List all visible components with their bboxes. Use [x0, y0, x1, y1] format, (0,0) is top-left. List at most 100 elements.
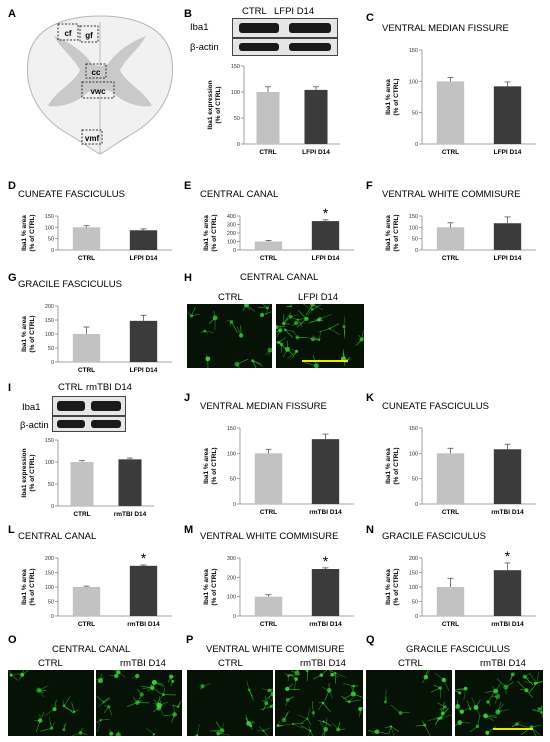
microglia-process	[291, 351, 297, 358]
y-tick-label: 0	[51, 248, 54, 254]
y-tick-label: 100	[409, 585, 418, 591]
microglia-process	[312, 335, 320, 341]
microglia-process	[497, 709, 503, 713]
spinal-cord-diagram: cf gf cc vwc vmf	[27, 15, 173, 155]
y-tick-label: 100	[227, 595, 236, 601]
microglia-process	[496, 678, 507, 688]
microglia-process	[443, 679, 450, 691]
microglia-process	[261, 688, 270, 691]
microglia-process	[270, 689, 273, 695]
microglia-process	[287, 688, 300, 691]
microglia-process	[136, 694, 143, 705]
microglia-process	[63, 705, 75, 714]
micrograph-texture	[96, 670, 182, 736]
microglia-process	[342, 352, 344, 359]
x-tick-label: rmTBI D14	[491, 621, 524, 628]
microglia-process	[288, 674, 293, 676]
y-tick-label: 0	[415, 142, 418, 148]
microglia-process	[318, 701, 324, 704]
western-band	[289, 23, 331, 33]
microglia-process	[296, 670, 299, 673]
microglia-process	[50, 722, 52, 729]
microglia-process	[495, 682, 502, 692]
microglia-process	[485, 715, 498, 719]
microglia-process	[536, 672, 540, 684]
panel-label-a: A	[8, 8, 16, 20]
microglia-process	[318, 319, 324, 322]
y-tick-label: 100	[409, 225, 418, 231]
microglia-process	[268, 350, 271, 356]
panel-label-e: E	[184, 180, 192, 192]
y-tick-label: 0	[415, 502, 418, 508]
microglia-process	[349, 697, 353, 702]
region-label-cf: cf	[64, 29, 71, 38]
chart-d-cuneate-fasciculus: CUNEATE FASCICULUS Iba1 % area(% of CTRL)…	[18, 189, 172, 262]
microglia-process	[277, 341, 282, 345]
microglia-cell	[281, 717, 287, 723]
microglia-process	[172, 704, 179, 708]
microglia-process	[302, 304, 313, 310]
y-tick-label: 100	[45, 585, 54, 591]
x-tick-label: CTRL	[442, 621, 459, 628]
microglia-cell	[510, 672, 515, 677]
microglia-process	[455, 689, 460, 694]
microglia-process	[200, 330, 205, 333]
chart-title: GRACILE FASCICULUS	[18, 279, 122, 290]
microglia-process	[267, 304, 271, 309]
y-tick-label: 400	[227, 214, 236, 220]
panel-label-o: O	[8, 634, 17, 646]
microglia-process	[100, 677, 104, 681]
micrograph-o-title: CENTRAL CANAL	[52, 644, 131, 655]
microglia-process	[461, 706, 473, 712]
microglia-process	[38, 689, 45, 698]
y-tick-label: 100	[227, 451, 236, 457]
microglia-process	[516, 721, 521, 725]
microglia-process	[159, 700, 162, 706]
western-i-row-actin: β-actin	[20, 420, 49, 431]
microglia-process	[425, 670, 431, 678]
microglia-process	[281, 344, 287, 350]
chart-i-iba1-expression: Iba1 expression(% of CTRL) 0 50 100 150 CTRL r…	[21, 438, 154, 518]
microglia-process	[38, 689, 44, 694]
bar	[129, 565, 158, 616]
microglia-process	[287, 351, 297, 359]
microglia-process	[455, 722, 460, 727]
microglia-cell	[326, 688, 332, 693]
microglia-process	[532, 708, 542, 713]
microglia-process	[372, 731, 378, 734]
y-axis-label: Iba1 % area(% of CTRL)	[203, 568, 218, 605]
y-axis-label: Iba1 % area(% of CTRL)	[385, 214, 400, 251]
microglia-process	[497, 702, 502, 713]
microglia-process	[271, 703, 273, 707]
microglia-process	[97, 720, 101, 733]
microglia-process	[388, 726, 392, 734]
microglia-process	[63, 695, 71, 707]
microglia-cell	[276, 724, 280, 728]
microglia-process	[152, 707, 159, 712]
x-tick-label: LFPI D14	[312, 255, 340, 262]
microglia-process	[471, 697, 477, 708]
microglia-process	[360, 706, 363, 710]
x-tick-label: rmTBI D14	[127, 621, 160, 628]
microglia-process	[297, 714, 308, 720]
microglia-process	[437, 702, 446, 708]
microglia-process	[252, 360, 257, 368]
microglia-cell	[267, 688, 272, 693]
microglia-process	[297, 319, 303, 327]
microglia-process	[196, 724, 200, 736]
panel-label-d: D	[8, 180, 16, 192]
microglia-process	[248, 689, 253, 697]
microglia-process	[266, 694, 272, 704]
y-tick-label: 100	[45, 332, 54, 338]
y-tick-label: 200	[409, 556, 418, 562]
microglia-process	[355, 339, 362, 346]
microglia-process	[157, 691, 164, 695]
microglia-process	[147, 687, 153, 692]
microglia-process	[261, 310, 263, 316]
x-tick-label: LFPI D14	[302, 149, 330, 156]
microglia-process	[265, 349, 271, 356]
microglia-process	[146, 727, 155, 735]
x-tick-label: CTRL	[442, 149, 459, 156]
micrograph-q-ctrl-label: CTRL	[398, 658, 423, 669]
microglia-process	[360, 708, 363, 710]
